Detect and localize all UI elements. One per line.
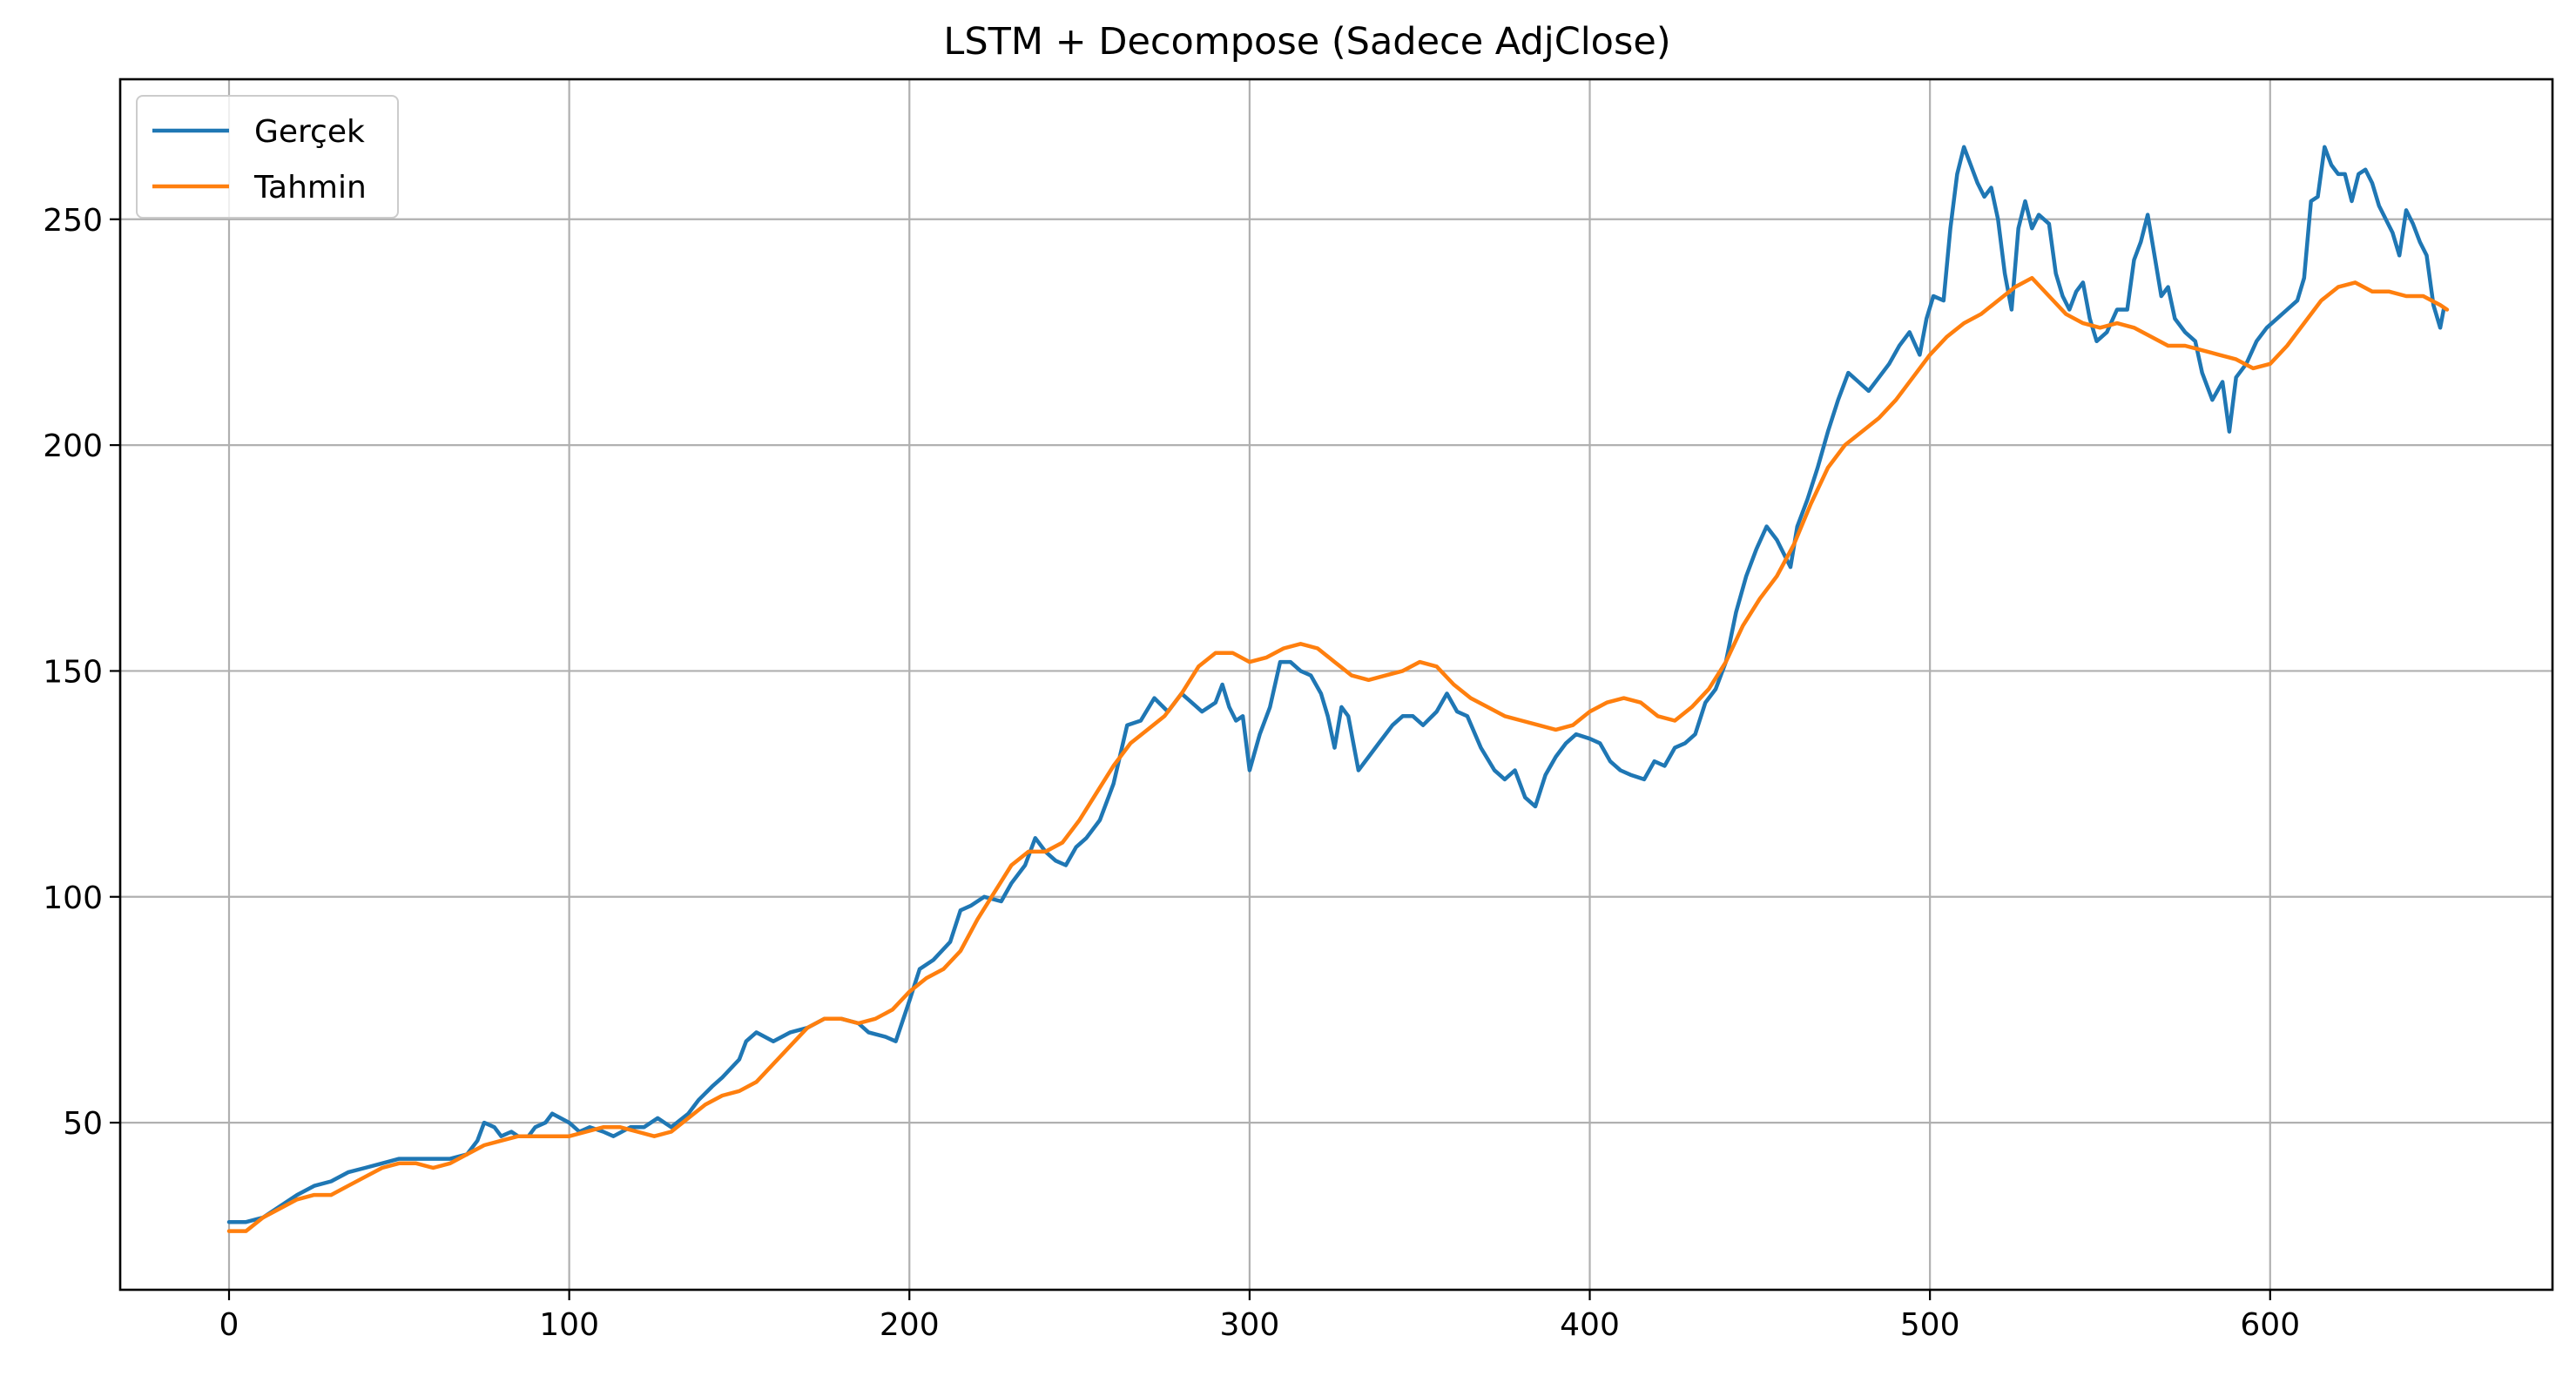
y-tick-label: 150 <box>43 654 103 690</box>
legend-label: Tahmin <box>253 170 367 206</box>
y-tick-label: 200 <box>43 428 103 464</box>
y-tick-label: 100 <box>43 880 103 916</box>
plot-frame <box>118 78 2554 1292</box>
x-tick-label: 0 <box>219 1307 239 1343</box>
grid <box>120 79 2552 1290</box>
ticks: 0 100 200 300 400 500 600 50 100 150 200 250 <box>43 203 2300 1343</box>
x-tick-label: 100 <box>539 1307 599 1343</box>
x-tick-label: 400 <box>1560 1307 1620 1343</box>
x-tick-label: 600 <box>2240 1307 2300 1343</box>
y-tick-label: 50 <box>63 1106 103 1142</box>
y-tick-label: 250 <box>43 203 103 239</box>
chart-title: LSTM + Decompose (Sadece AdjClose) <box>943 20 1670 64</box>
x-tick-label: 200 <box>880 1307 940 1343</box>
series-layer <box>226 145 2450 1233</box>
legend-label: Gerçek <box>254 114 365 150</box>
series-line-gercek <box>226 145 2446 1224</box>
series-line-tahmin <box>226 275 2450 1233</box>
legend: Gerçek Tahmin <box>136 95 399 219</box>
x-tick-label: 300 <box>1220 1307 1280 1343</box>
x-tick-label: 500 <box>1900 1307 1960 1343</box>
